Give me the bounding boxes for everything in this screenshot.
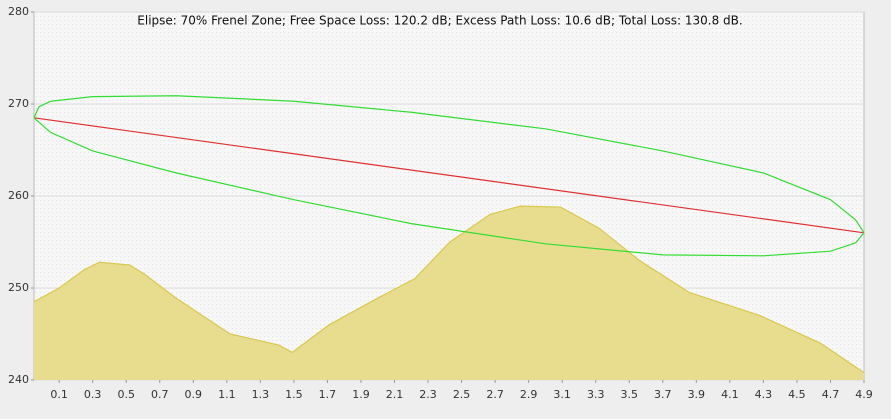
terrain-area xyxy=(34,206,864,380)
x-tick-label: 2.1 xyxy=(386,388,404,401)
series-line xyxy=(33,95,865,234)
x-tick-label: 1.9 xyxy=(352,388,370,401)
x-tick-label: 2.3 xyxy=(419,388,437,401)
y-tick-label: 250 xyxy=(8,281,29,294)
chart-title: Elipse: 70% Frenel Zone; Free Space Loss… xyxy=(137,14,742,28)
x-tick-label: 2.9 xyxy=(520,388,538,401)
x-tick-label: 4.1 xyxy=(721,388,739,401)
x-tick-label: 4.9 xyxy=(855,388,873,401)
x-tick-label: 3.1 xyxy=(553,388,571,401)
x-tick-label: 1.3 xyxy=(252,388,270,401)
x-tick-label: 0.9 xyxy=(185,388,203,401)
x-tick-label: 1.1 xyxy=(218,388,236,401)
y-tick-label: 270 xyxy=(8,97,29,110)
x-tick-label: 1.7 xyxy=(319,388,337,401)
x-tick-label: 3.9 xyxy=(688,388,706,401)
terrain-line xyxy=(33,205,865,374)
x-tick-label: 3.7 xyxy=(654,388,672,401)
x-tick-label: 2.5 xyxy=(453,388,471,401)
y-tick-label: 260 xyxy=(8,189,29,202)
x-tick-label: 4.5 xyxy=(788,388,806,401)
x-tick-label: 0.1 xyxy=(50,388,68,401)
y-tick-label: 240 xyxy=(8,373,29,386)
x-tick-label: 4.7 xyxy=(822,388,840,401)
x-tick-label: 0.3 xyxy=(84,388,102,401)
x-tick-label: 3.3 xyxy=(587,388,605,401)
x-tick-label: 3.5 xyxy=(621,388,639,401)
y-tick-label: 280 xyxy=(8,5,29,18)
series-line xyxy=(33,117,865,234)
x-tick-label: 4.3 xyxy=(755,388,773,401)
x-tick-label: 0.7 xyxy=(151,388,169,401)
x-tick-label: 2.7 xyxy=(486,388,504,401)
x-tick-label: 0.5 xyxy=(117,388,135,401)
x-tick-label: 1.5 xyxy=(285,388,303,401)
series-line xyxy=(33,117,865,257)
